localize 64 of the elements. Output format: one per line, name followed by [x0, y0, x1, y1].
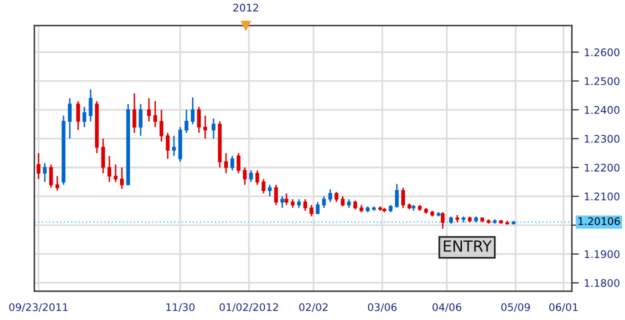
candlestick — [138, 103, 143, 136]
candlestick — [76, 100, 80, 131]
candlestick — [132, 92, 136, 134]
candlestick — [224, 152, 228, 174]
candlestick — [160, 109, 164, 142]
annotation: ENTRY — [444, 240, 492, 252]
x-tick-label: 09/23/2011 — [9, 303, 68, 312]
candlestick — [107, 155, 112, 183]
candlestick — [230, 155, 234, 172]
candlestick — [120, 166, 124, 190]
y-tick-label: 1.2200 — [584, 164, 620, 172]
candlestick — [88, 88, 93, 122]
candlestick — [322, 196, 326, 209]
x-tick-label: 03/06 — [368, 303, 397, 312]
x-tick-label: 01/02/2012 — [220, 303, 278, 312]
candlestick — [166, 132, 170, 160]
candlestick — [68, 98, 72, 140]
candlestick — [236, 152, 240, 174]
y-tick-label: 1.1900 — [584, 250, 620, 258]
candlestick — [255, 170, 260, 186]
candlestick — [197, 106, 201, 134]
candlestick — [49, 164, 53, 188]
x-tick-label: 06/01 — [549, 303, 578, 312]
candlestick — [310, 204, 314, 217]
candlestick — [401, 186, 406, 209]
text: 2012 — [233, 4, 258, 12]
candlestick — [190, 96, 195, 125]
candlestick — [262, 178, 266, 194]
candlestick — [212, 118, 216, 140]
y-tick-label: 1.1800 — [584, 279, 620, 287]
candlestick — [268, 184, 272, 198]
candlestick — [42, 162, 47, 183]
candlestick — [316, 201, 320, 214]
candlestick — [147, 98, 151, 122]
candlestick — [55, 175, 60, 192]
candlestick — [280, 196, 284, 209]
candlestick — [184, 109, 188, 134]
candlestick — [334, 191, 338, 203]
candlestick — [440, 211, 445, 230]
candlestick — [36, 152, 40, 180]
y-tick-label: 1.2100 — [584, 192, 620, 200]
candlestick — [394, 183, 399, 209]
candlestick — [284, 192, 288, 206]
y-tick-label: 1.2400 — [584, 106, 620, 114]
candlestick — [114, 164, 118, 183]
x-tick-label: 11/30 — [166, 303, 195, 312]
candlestick — [340, 196, 345, 208]
candlestick — [172, 135, 176, 157]
candlestick — [101, 138, 106, 174]
candlestick — [82, 106, 86, 128]
candlestick — [153, 100, 158, 128]
y-tick-label: 1.2300 — [584, 134, 620, 143]
candlestick — [249, 170, 253, 183]
x-tick-label: 05/09 — [501, 303, 530, 312]
y-tick-label: 1.2600 — [584, 48, 620, 56]
y-tick-label: 1.2500 — [584, 77, 620, 86]
ref-line-label: 1.20106 — [578, 217, 620, 226]
candlestick — [303, 198, 308, 212]
x-tick-label: 04/06 — [432, 303, 462, 312]
candlestick — [328, 188, 332, 203]
candlestick — [274, 184, 278, 206]
candlestick — [203, 114, 208, 140]
candlestick — [242, 166, 247, 186]
x-tick-label: 02/02 — [299, 303, 328, 312]
